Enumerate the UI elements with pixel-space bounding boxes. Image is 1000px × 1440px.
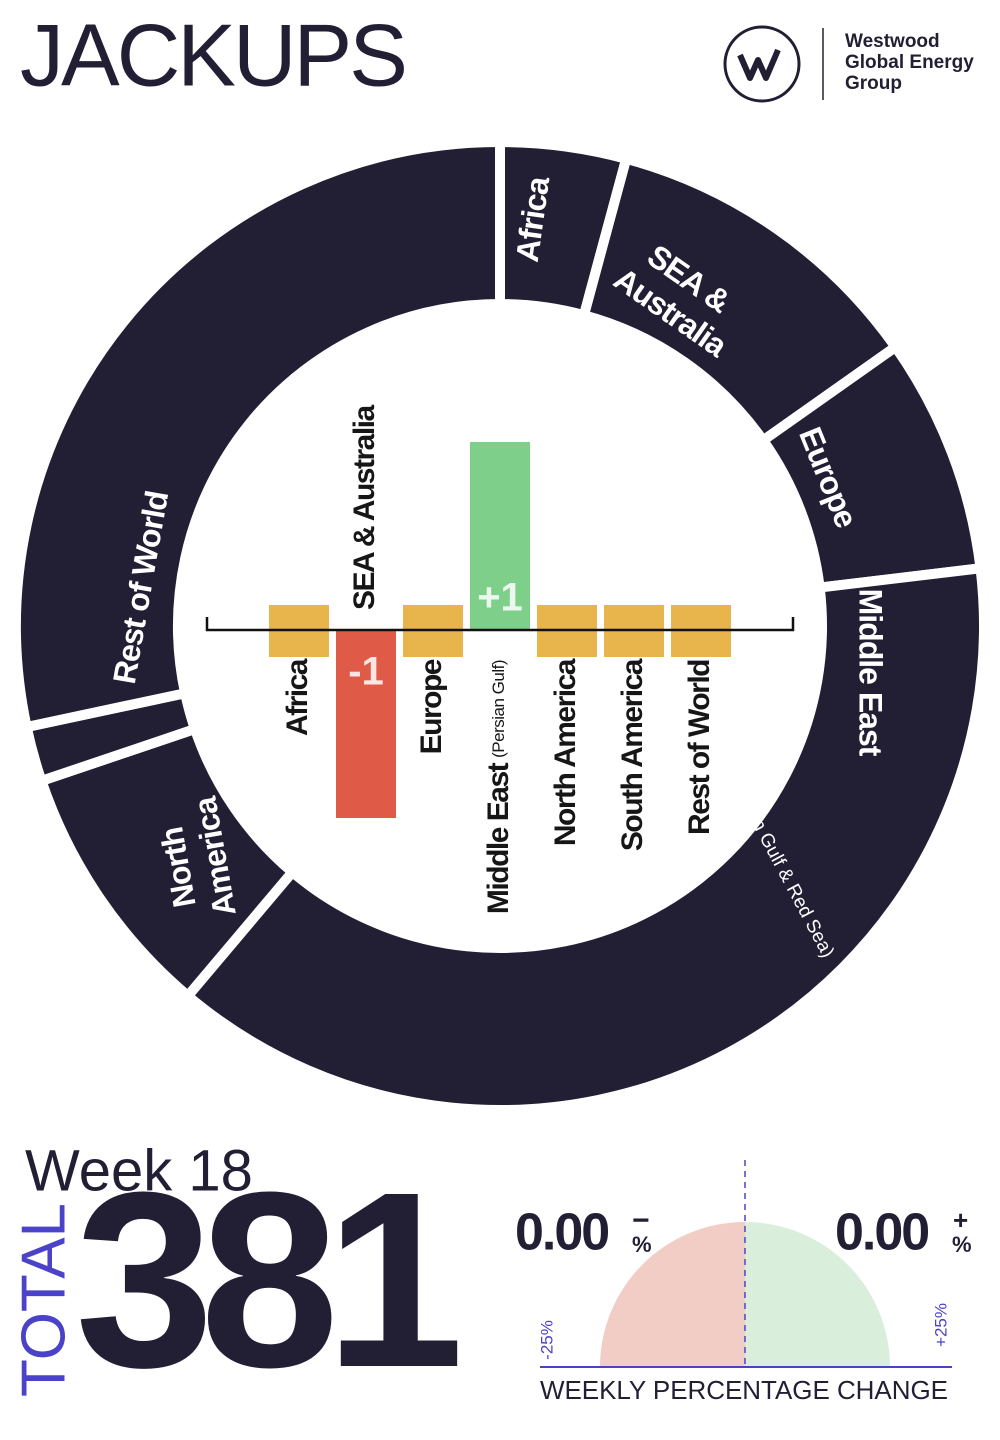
decrease-sign: − [632, 1204, 650, 1237]
donut-segment [180, 562, 989, 1115]
logo-mark [737, 48, 781, 81]
brand-line: Westwood [845, 31, 940, 52]
category-label: Africa [281, 658, 314, 736]
bar-axis [205, 617, 795, 632]
increase-unit: % [952, 1232, 972, 1257]
category-name: South America [616, 658, 649, 851]
gauge-positive-half [745, 1222, 890, 1367]
donut-label: Middle East [853, 589, 889, 757]
donut-segment [11, 136, 505, 733]
logo-ring [723, 25, 801, 103]
category-name: Middle East [482, 762, 515, 914]
page-title: JACKUPS [20, 5, 405, 104]
category-label: South America [616, 658, 649, 851]
category-name: North America [549, 658, 582, 846]
bar [470, 442, 530, 630]
gauge-max-label: +25% [931, 1303, 950, 1347]
gauge-negative-half [600, 1222, 745, 1367]
brand-line: Global Energy [845, 52, 974, 73]
category-name: Africa [281, 658, 314, 736]
bar [336, 630, 396, 818]
decrease-value: 0.00 [515, 1204, 608, 1262]
category-label: Europe [415, 659, 448, 754]
decrease-unit: % [632, 1232, 652, 1257]
category-label: SEA & Australia [348, 405, 381, 610]
gauge-min-label: -25% [537, 1320, 556, 1360]
value-label: +1 [477, 576, 523, 620]
category-label: Rest of World [683, 660, 716, 835]
gauge-title: WEEKLY PERCENTAGE CHANGE [540, 1375, 948, 1405]
category-name: Rest of World [683, 660, 716, 835]
week-label: Week 18 [25, 1138, 253, 1203]
increase-sign: + [953, 1205, 968, 1235]
value-label: -1 [348, 650, 384, 694]
category-label: North America [549, 658, 582, 846]
increase-value: 0.00 [835, 1204, 928, 1262]
total-label: TOTAL [9, 1203, 78, 1397]
category-note: (Persian Gulf) [489, 660, 508, 758]
brand-line: Group [845, 73, 902, 94]
category-label: Middle East (Persian Gulf) [482, 660, 515, 914]
category-name: Europe [415, 659, 448, 754]
total-value: 381 [75, 1140, 458, 1419]
category-name: SEA & Australia [348, 405, 381, 610]
